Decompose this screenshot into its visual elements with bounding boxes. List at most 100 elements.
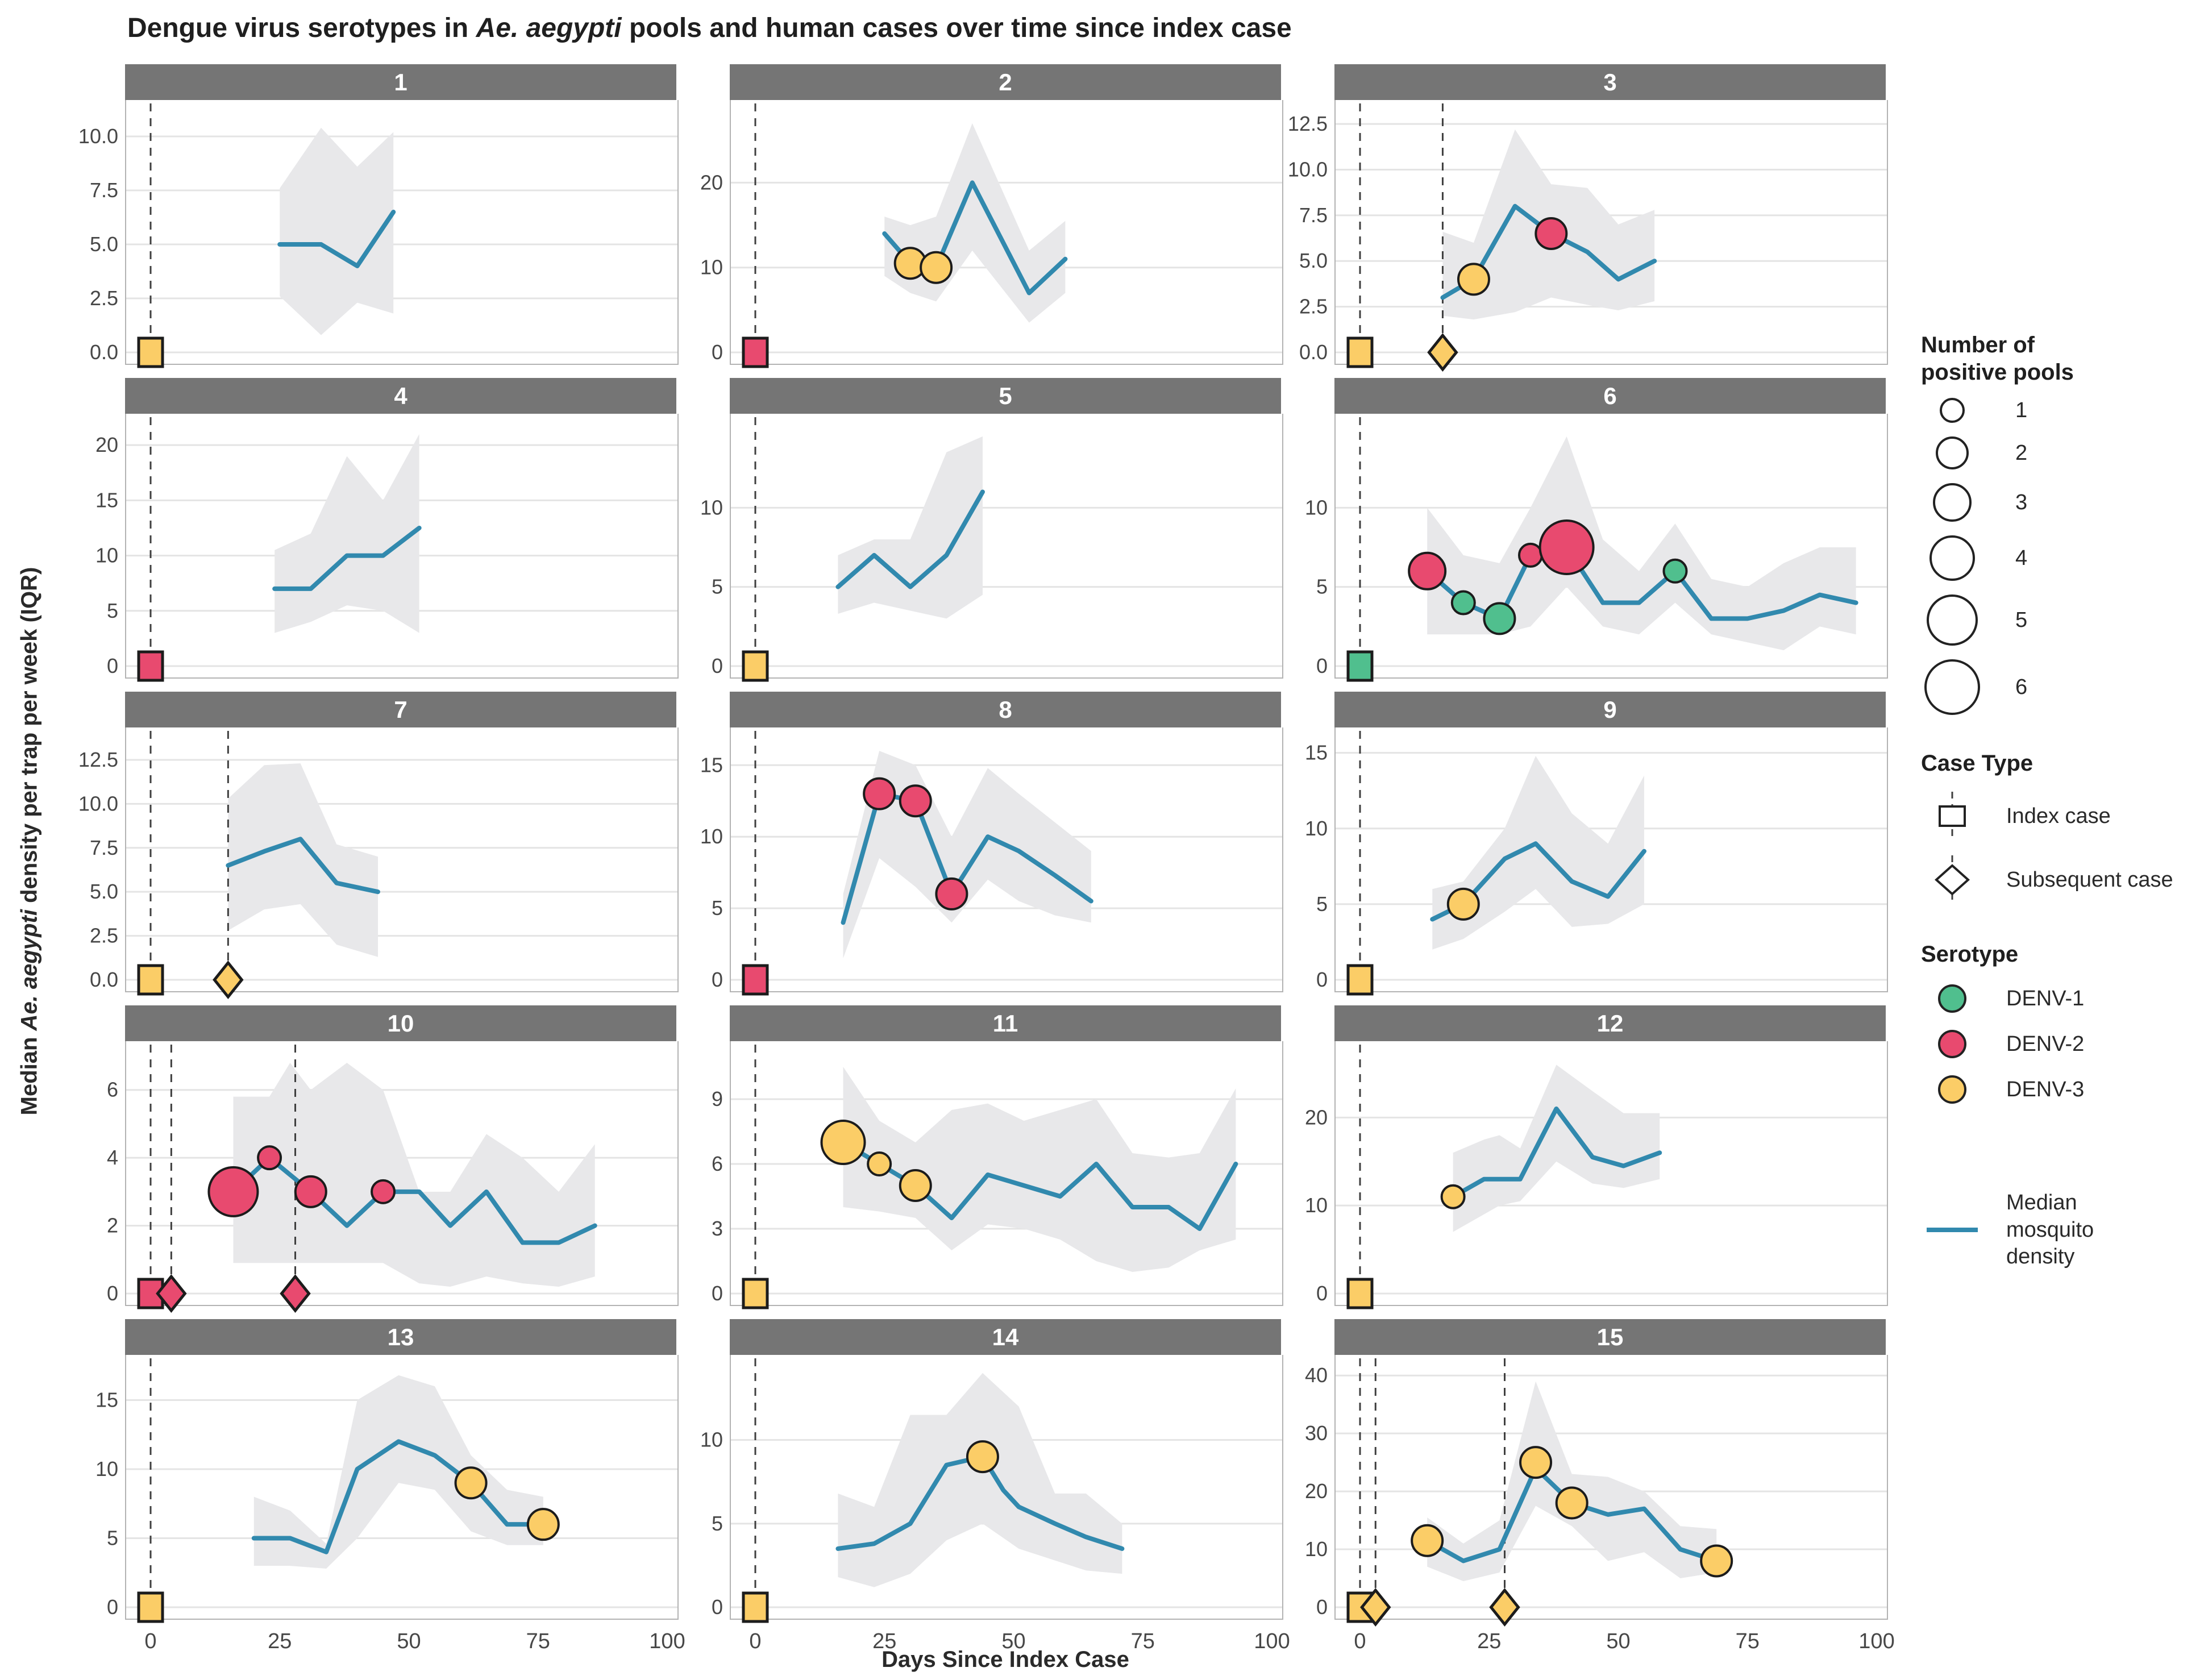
x-tick-label: 50 — [1606, 1629, 1630, 1653]
y-tick-label: 0 — [107, 1595, 118, 1619]
legend-pool-size-label: 3 — [2015, 490, 2028, 514]
y-axis-title-part-0: Median — [16, 1030, 42, 1116]
y-tick-label: 5 — [712, 575, 723, 598]
pool-point-denv-3 — [1555, 1486, 1588, 1520]
y-tick-label: 5 — [712, 1512, 723, 1535]
panel-plot-10: 0 2 4 6 — [107, 1041, 679, 1313]
median-density-line — [231, 1155, 597, 1245]
facet-panel-5: 5 0 5 10 — [700, 378, 1283, 682]
index-case-marker — [742, 1278, 769, 1309]
x-tick-label: 75 — [1131, 1629, 1155, 1653]
y-tick-label: 15 — [95, 1388, 118, 1411]
y-tick-label: 10 — [1305, 1537, 1328, 1561]
index-case-marker — [137, 650, 164, 682]
legend-median-line: Median mosquito density — [1921, 1190, 2199, 1271]
legend-serotype-denv-2: DENV-2 — [1921, 1029, 2199, 1059]
legend-pool-size-label: 1 — [2015, 398, 2028, 422]
index-case-marker — [742, 1591, 769, 1623]
pool-point-denv-2 — [294, 1175, 327, 1208]
legend-serotype-title: Serotype — [1921, 942, 2019, 967]
panel-plot-8: 0 5 10 15 — [700, 727, 1283, 996]
x-tick-label: 25 — [872, 1629, 896, 1653]
pool-point-denv-2 — [1538, 519, 1595, 575]
y-tick-label: 7.5 — [90, 836, 118, 859]
panel-plot-3: 0.0 2.5 5.0 7.5 10.0 12.5 — [1288, 100, 1888, 372]
y-tick-label: 10 — [700, 256, 723, 279]
pool-point-denv-3 — [1411, 1524, 1444, 1557]
facet-strip-1: 1 — [125, 64, 676, 100]
median-line-icon — [1927, 1228, 1978, 1233]
legend-median-line-label: Median mosquito density — [2006, 1191, 2094, 1269]
x-tick-label: 100 — [1254, 1629, 1290, 1653]
x-tick-label: 50 — [397, 1629, 421, 1653]
iqr-ribbon — [838, 436, 983, 619]
pool-size-icon — [1929, 535, 1975, 581]
panel-plot-15: 0 10 20 30 40 0 25 50 75 100 — [1305, 1355, 1895, 1653]
iqr-ribbon — [1427, 436, 1856, 651]
facet-strip-10: 10 — [125, 1005, 676, 1041]
pool-point-denv-1 — [1662, 558, 1688, 584]
legend-pool-size-label: 2 — [2015, 440, 2028, 465]
median-density-line — [835, 489, 985, 589]
legend-serotype-denv-3: DENV-3 — [1921, 1075, 2199, 1104]
y-tick-label: 5.0 — [90, 880, 118, 903]
legend-case-type-index: Index case — [1921, 792, 2199, 841]
y-tick-label: 6 — [712, 1152, 723, 1175]
panel-plot-1: 0.0 2.5 5.0 7.5 10.0 — [78, 100, 679, 368]
subsequent-case-marker — [213, 960, 244, 1000]
facet-strip-11: 11 — [730, 1005, 1281, 1041]
median-density-line — [835, 1454, 1125, 1551]
chart-title-part-0: Dengue virus serotypes in — [127, 13, 476, 43]
index-case-marker — [742, 650, 769, 682]
chart-title: Dengue virus serotypes in Ae. aegypti po… — [127, 13, 1292, 44]
y-tick-label: 40 — [1305, 1363, 1328, 1387]
legend-case-type-subsequent: Subsequent case — [1921, 855, 2199, 904]
y-tick-label: 0 — [712, 654, 723, 677]
pool-point-denv-2 — [371, 1179, 396, 1204]
iqr-ribbon — [280, 127, 394, 335]
index-case-marker — [1346, 1278, 1374, 1309]
y-tick-label: 7.5 — [90, 178, 118, 202]
facet-strip-8: 8 — [730, 692, 1281, 727]
pool-point-denv-2 — [1408, 551, 1447, 591]
y-tick-label: 5 — [1316, 575, 1328, 598]
legend-pools-title: Number of positive pools — [1921, 332, 2074, 385]
y-tick-label: 0 — [712, 1282, 723, 1305]
pool-point-denv-3 — [1446, 887, 1480, 921]
legend-pool-size-label: 4 — [2015, 546, 2028, 570]
y-tick-label: 2 — [107, 1214, 118, 1237]
panel-plot-4: 0 5 10 15 20 — [95, 414, 679, 682]
pool-point-denv-3 — [526, 1508, 560, 1541]
legend-pool-size-label: 5 — [2015, 608, 2028, 632]
y-tick-label: 4 — [107, 1146, 118, 1169]
facet-panel-12: 12 0 10 20 — [1305, 1005, 1888, 1309]
square-case-icon — [1939, 792, 1966, 841]
y-tick-label: 6 — [107, 1078, 118, 1101]
y-tick-label: 10.0 — [78, 792, 118, 815]
iqr-ribbon — [884, 123, 1066, 323]
iqr-ribbon — [843, 1067, 1236, 1272]
median-density-line — [251, 1439, 546, 1554]
legend-pool-size-label: 6 — [2015, 675, 2028, 699]
index-case-marker — [137, 1591, 164, 1623]
index-case-marker — [742, 964, 769, 996]
iqr-ribbon — [1453, 1064, 1660, 1232]
legend-serotype-label: DENV-1 — [2006, 986, 2085, 1011]
y-tick-label: 0 — [1316, 654, 1328, 677]
median-density-line — [226, 837, 380, 895]
iqr-ribbon — [275, 434, 419, 633]
facet-strip-13: 13 — [125, 1319, 676, 1355]
facet-strip-6: 6 — [1334, 378, 1886, 414]
facet-panel-15: 15 0 10 20 30 40 0 25 50 75 100 — [1305, 1319, 1895, 1653]
facet-strip-3: 3 — [1334, 64, 1886, 100]
y-tick-label: 5.0 — [1299, 249, 1328, 272]
iqr-ribbon — [228, 763, 378, 957]
pool-point-denv-3 — [1440, 1184, 1466, 1209]
facet-strip-4: 4 — [125, 378, 676, 414]
y-tick-label: 15 — [700, 753, 723, 776]
y-tick-label: 2.5 — [90, 286, 118, 310]
y-tick-label: 30 — [1305, 1421, 1328, 1445]
facet-panel-8: 8 0 5 10 15 — [700, 692, 1283, 996]
y-tick-label: 0 — [712, 340, 723, 364]
y-tick-label: 10.0 — [78, 124, 118, 148]
